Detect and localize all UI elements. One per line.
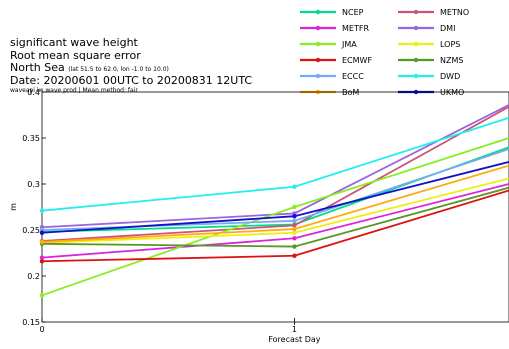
chart-subtitle-metric: Root mean square error (10, 48, 141, 62)
series-ukmo (39, 161, 509, 235)
legend-item-ukmo: UKMO (398, 88, 464, 97)
legend-swatch-marker (315, 41, 321, 47)
legend-label: DWD (440, 72, 460, 81)
legend-item-jma: JMA (300, 40, 357, 49)
x-axis-label: Forecast Day (268, 335, 320, 344)
legend-item-eccc: ECCC (300, 72, 364, 81)
legend-label: DMI (440, 24, 455, 33)
series-jma (39, 137, 509, 298)
y-tick-label: 0.35 (22, 134, 40, 143)
data-point (39, 255, 45, 260)
legend-item-ecmwf: ECMWF (300, 56, 372, 65)
chart-header: significant wave height Root mean square… (10, 36, 253, 94)
legend-swatch-marker (315, 73, 321, 79)
legend-swatch-marker (413, 9, 419, 15)
chart-subtitle-date: Date: 20200601 00UTC to 20200831 12UTC (10, 73, 253, 87)
region-coords: (lat 51.5 to 62.0, lon -1.0 to 10.0) (68, 66, 169, 74)
legend-swatch-marker (315, 57, 321, 63)
data-point (292, 226, 297, 232)
data-point (39, 208, 45, 213)
data-point (39, 259, 45, 264)
legend-item-dmi: DMI (398, 24, 455, 33)
legend-swatch-marker (413, 57, 419, 63)
legend-item-metfr: METFR (300, 24, 369, 33)
series-ecmwf (39, 189, 509, 264)
chart-subtitle-region: North Sea (lat 51.5 to 62.0, lon -1.0 to… (10, 61, 252, 75)
data-point (292, 184, 297, 189)
y-tick-label: 0.3 (27, 180, 40, 189)
data-point (292, 223, 297, 228)
legend-swatch-marker (315, 9, 321, 15)
data-point (39, 293, 45, 298)
legend-label: ECMWF (342, 56, 372, 65)
y-tick-label: 0.2 (27, 272, 40, 281)
data-point (292, 244, 297, 249)
legend-swatch-marker (413, 41, 419, 47)
data-point (292, 236, 297, 241)
legend-label: ECCC (342, 72, 364, 81)
x-tick-label: 0 (39, 325, 44, 334)
legend-label: JMA (341, 40, 357, 49)
legend-swatch-marker (413, 73, 419, 79)
series-dmi (39, 104, 509, 230)
series-dwd (39, 116, 509, 213)
legend-label: METNO (440, 8, 469, 17)
series-bom (39, 164, 509, 245)
data-point (292, 204, 297, 210)
data-point (39, 239, 45, 245)
data-point (292, 218, 297, 223)
y-tick-label: 0.4 (27, 88, 40, 97)
y-tick-label: 0.25 (22, 226, 40, 235)
chart-legend: NCEP METNO METFR DMI JMA LOPS ECMWF NZMS ECCC DWD… (300, 8, 469, 97)
legend-label: UKMO (440, 88, 464, 97)
data-point (292, 230, 297, 235)
y-tick-label: 0.15 (22, 318, 40, 327)
region-name: North Sea (10, 61, 65, 75)
chart-title: significant wave height (10, 36, 138, 49)
y-axis-label: m (9, 203, 18, 211)
legend-label: BoM (342, 88, 359, 97)
y-axis: 0.15 0.2 0.25 0.3 0.35 0.4 (22, 88, 46, 327)
data-point (39, 230, 45, 235)
legend-label: NZMS (440, 56, 463, 65)
series-metfr (39, 183, 509, 260)
chart-series (39, 104, 509, 298)
x-tick-label: 1 (292, 325, 297, 334)
legend-swatch-marker (413, 25, 419, 31)
legend-item-metno: METNO (398, 8, 469, 17)
legend-label: LOPS (440, 40, 460, 49)
legend-swatch-marker (315, 25, 321, 31)
legend-item-nzms: NZMS (398, 56, 463, 65)
chart-subtitle-method: waveapi iw wave prod | Mean method: fair (10, 86, 138, 94)
legend-label: NCEP (342, 8, 364, 17)
data-point (292, 253, 297, 258)
legend-item-lops: LOPS (398, 40, 460, 49)
legend-item-bom: BoM (300, 88, 359, 97)
legend-item-dwd: DWD (398, 72, 460, 81)
series-line (41, 104, 509, 229)
legend-item-ncep: NCEP (300, 8, 364, 17)
plot-frame (41, 91, 509, 323)
legend-label: METFR (342, 24, 369, 33)
data-point (292, 214, 297, 219)
